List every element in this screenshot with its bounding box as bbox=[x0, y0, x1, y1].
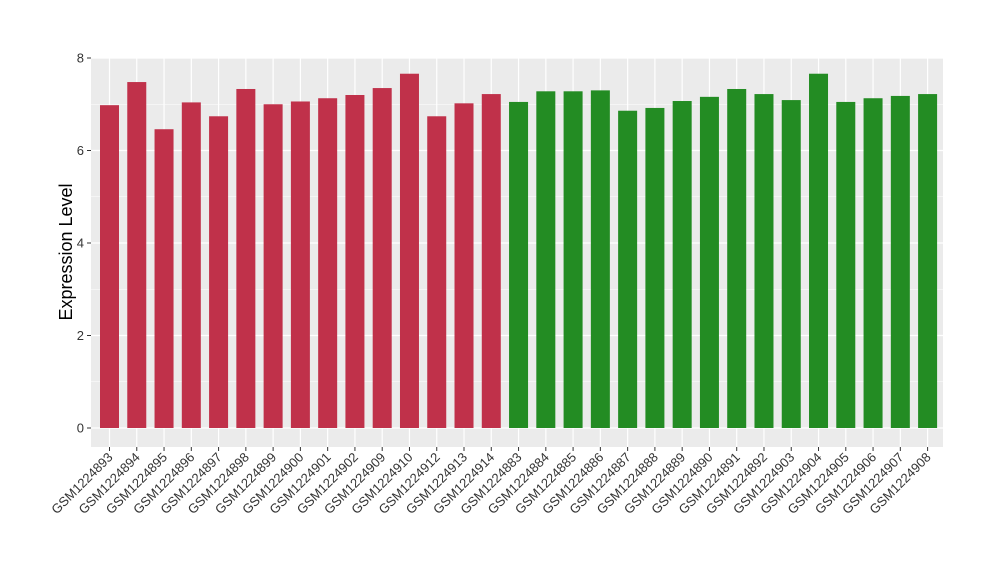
bar-GSM1224901 bbox=[318, 98, 337, 428]
bar-GSM1224910 bbox=[400, 74, 419, 428]
bar-GSM1224912 bbox=[427, 116, 446, 428]
bar-GSM1224884 bbox=[536, 91, 555, 428]
bar-GSM1224890 bbox=[700, 97, 719, 428]
bar-GSM1224913 bbox=[455, 103, 474, 428]
y-axis-title: Expression Level bbox=[56, 183, 76, 320]
bar-GSM1224900 bbox=[291, 101, 310, 428]
y-tick-label: 0 bbox=[77, 421, 84, 436]
bar-GSM1224892 bbox=[754, 94, 773, 428]
bar-GSM1224906 bbox=[864, 98, 883, 428]
bar-GSM1224903 bbox=[782, 100, 801, 428]
bars-group bbox=[100, 74, 937, 428]
bar-GSM1224896 bbox=[182, 102, 201, 428]
bar-GSM1224895 bbox=[155, 129, 174, 428]
bar-GSM1224905 bbox=[836, 102, 855, 428]
bar-GSM1224914 bbox=[482, 94, 501, 428]
y-tick-label: 2 bbox=[77, 328, 84, 343]
bar-GSM1224902 bbox=[345, 95, 364, 428]
bar-GSM1224889 bbox=[673, 101, 692, 428]
bar-GSM1224907 bbox=[891, 96, 910, 428]
bar-GSM1224883 bbox=[509, 102, 528, 428]
bar-GSM1224894 bbox=[127, 82, 146, 428]
bar-GSM1224898 bbox=[236, 89, 255, 428]
bar-GSM1224886 bbox=[591, 90, 610, 428]
bar-GSM1224904 bbox=[809, 74, 828, 428]
y-axis: 0 2 4 6 8 bbox=[77, 51, 91, 436]
bar-GSM1224899 bbox=[264, 104, 283, 428]
x-axis: GSM1224893GSM1224894GSM1224895GSM1224896… bbox=[48, 447, 933, 517]
bar-GSM1224891 bbox=[727, 89, 746, 428]
bar-GSM1224887 bbox=[618, 111, 637, 428]
bar-GSM1224908 bbox=[918, 94, 937, 428]
y-tick-label: 4 bbox=[77, 236, 84, 251]
y-tick-label: 6 bbox=[77, 143, 84, 158]
bar-GSM1224893 bbox=[100, 105, 119, 428]
bar-GSM1224909 bbox=[373, 88, 392, 428]
bar-GSM1224885 bbox=[564, 91, 583, 428]
y-tick-label: 8 bbox=[77, 51, 84, 66]
bar-GSM1224888 bbox=[645, 108, 664, 428]
bar-GSM1224897 bbox=[209, 116, 228, 428]
